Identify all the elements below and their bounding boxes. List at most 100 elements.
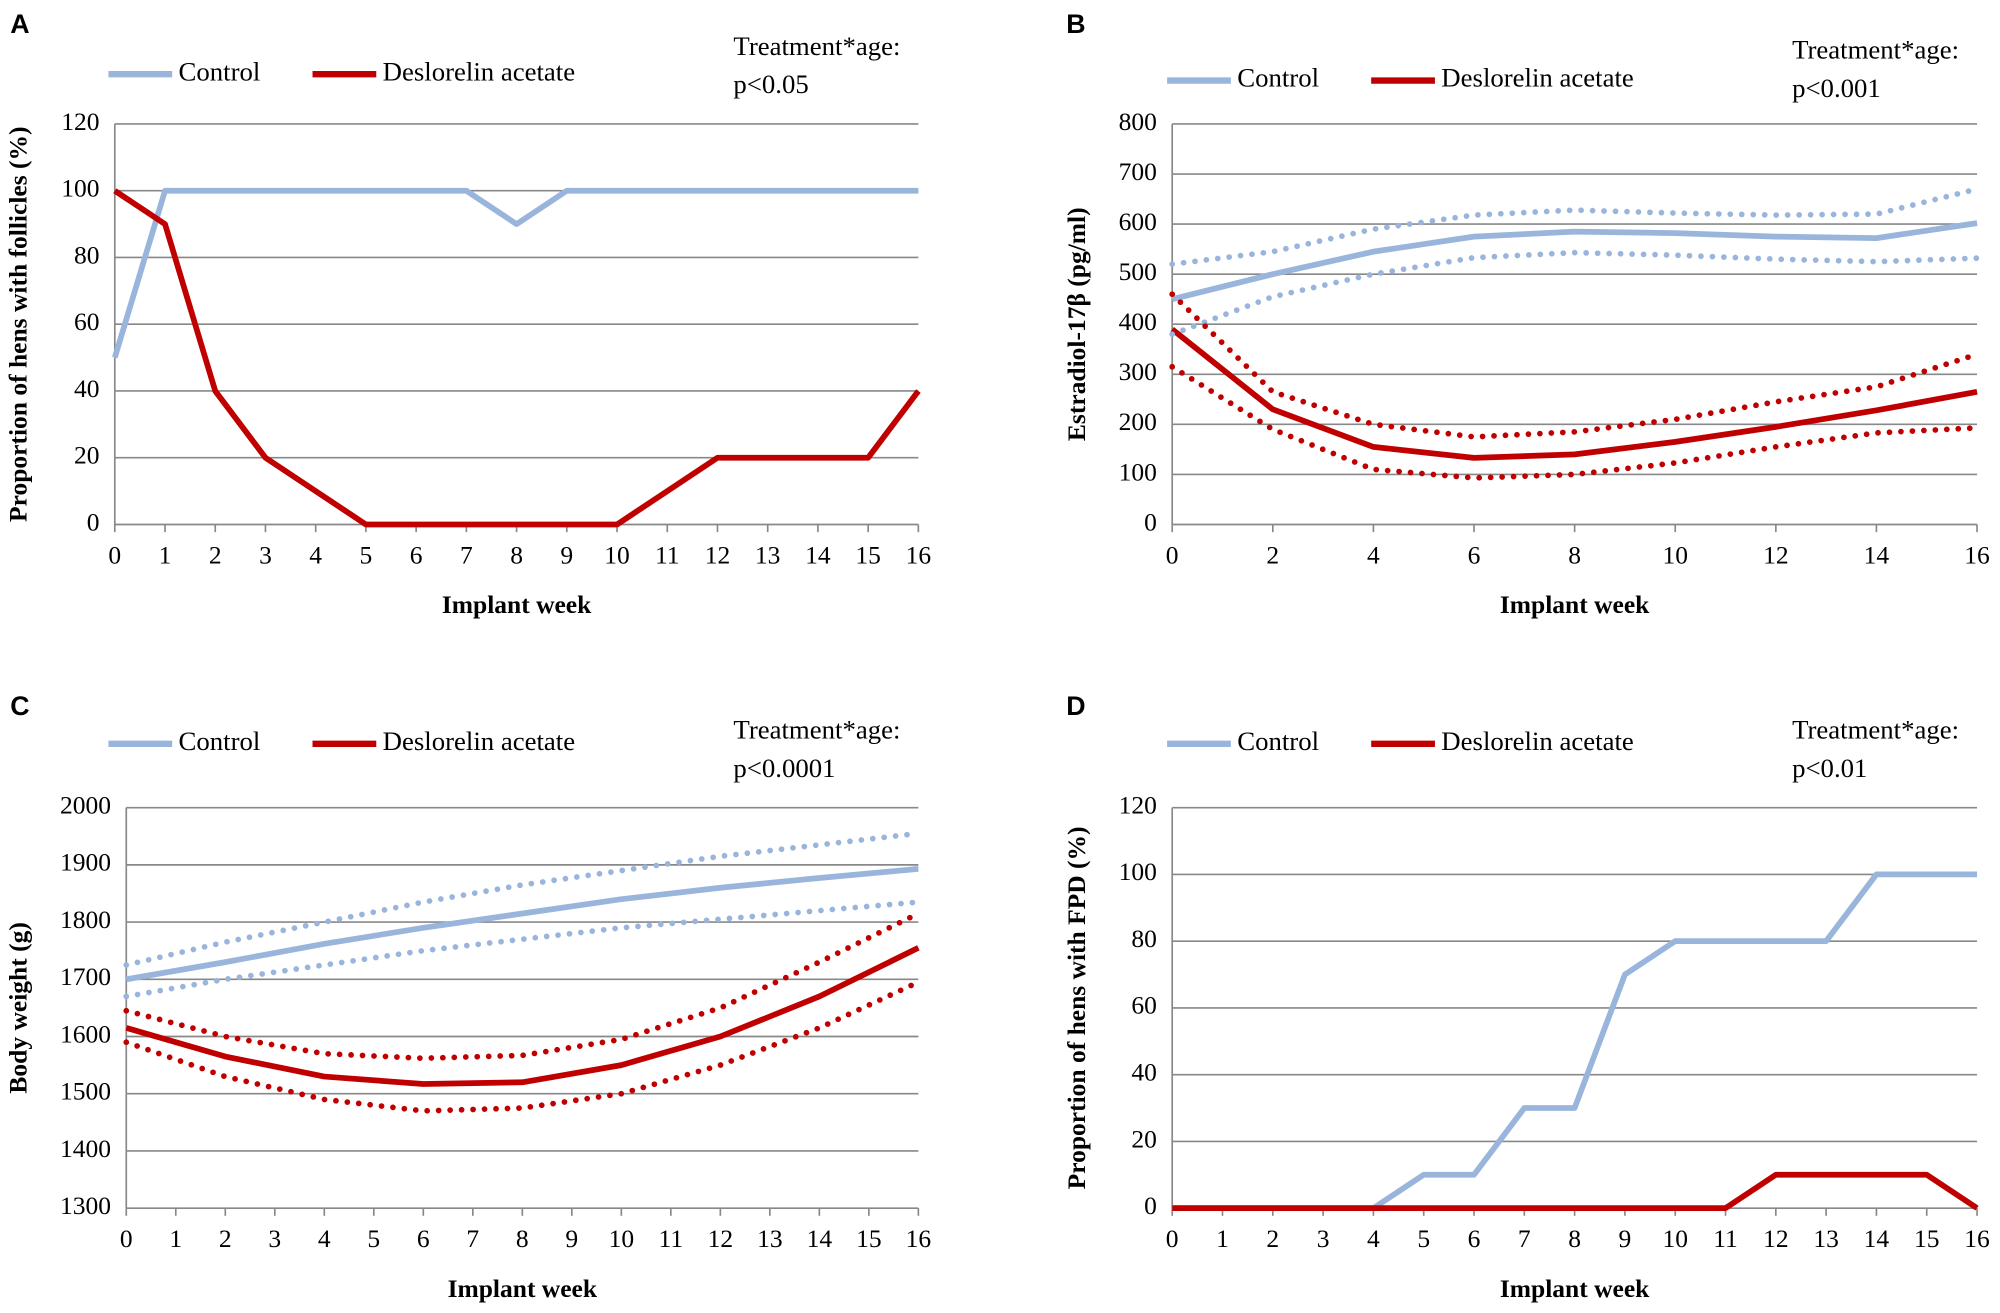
annotation: Treatment*age:: [1792, 715, 1959, 745]
y-tick-label: 120: [61, 107, 99, 136]
legend-label: Deslorelin acetate: [1441, 63, 1633, 93]
interval-line: [1169, 363, 1980, 481]
x-tick-label: 14: [1864, 541, 1890, 570]
x-tick-label: 3: [268, 1224, 281, 1253]
series-line: [112, 187, 919, 359]
x-tick-label: 5: [367, 1224, 380, 1253]
x-tick-label: 7: [460, 541, 473, 570]
panel-label: B: [1066, 9, 1085, 39]
x-tick-label: 0: [1166, 541, 1179, 570]
x-tick-label: 2: [1266, 1224, 1279, 1253]
interval-line: [123, 899, 922, 1000]
x-tick-label: 13: [1813, 1224, 1839, 1253]
y-tick-label: 20: [1131, 1124, 1157, 1153]
x-tick-label: 16: [906, 1224, 932, 1253]
x-tick-label: 8: [510, 541, 523, 570]
legend-label: Control: [1237, 726, 1319, 756]
x-tick-label: 0: [120, 1224, 133, 1253]
x-tick-label: 14: [805, 541, 831, 570]
x-tick-label: 12: [1763, 1224, 1789, 1253]
x-tick-label: 8: [516, 1224, 529, 1253]
x-tick-label: 16: [906, 541, 932, 570]
x-axis-title: Implant week: [448, 1274, 598, 1303]
x-tick-label: 6: [410, 541, 423, 570]
y-tick-label: 0: [1144, 1191, 1157, 1220]
series-line: [113, 188, 921, 528]
y-tick-label: 1500: [60, 1077, 111, 1106]
y-tick-label: 1900: [60, 848, 111, 877]
interval-line: [123, 979, 922, 1114]
y-tick-label: 100: [61, 174, 99, 203]
x-tick-label: 15: [856, 1224, 882, 1253]
x-tick-label: 1: [159, 541, 172, 570]
panel-label: C: [10, 691, 29, 721]
y-tick-label: 1600: [60, 1019, 111, 1048]
series-line: [1170, 326, 1978, 461]
legend-label: Deslorelin acetate: [383, 726, 575, 756]
legend-label: Deslorelin acetate: [383, 56, 575, 86]
x-tick-label: 7: [1518, 1224, 1531, 1253]
x-tick-label: 5: [1417, 1224, 1430, 1253]
x-tick-label: 6: [417, 1224, 430, 1253]
y-axis-title: Proportion of hens with follicles (%): [3, 126, 32, 521]
y-tick-label: 100: [1119, 457, 1157, 486]
x-tick-label: 1: [169, 1224, 182, 1253]
x-tick-label: 12: [708, 1224, 734, 1253]
x-tick-label: 12: [705, 541, 731, 570]
x-tick-label: 14: [1864, 1224, 1890, 1253]
y-tick-label: 60: [74, 307, 99, 336]
legend-label: Control: [1237, 63, 1319, 93]
y-tick-label: 500: [1119, 257, 1157, 286]
annotation: p<0.0001: [733, 753, 835, 783]
x-tick-label: 9: [565, 1224, 578, 1253]
annotation: Treatment*age:: [1792, 35, 1959, 65]
y-tick-label: 100: [1119, 857, 1157, 886]
x-tick-label: 16: [1964, 1224, 1990, 1253]
x-tick-label: 3: [259, 541, 272, 570]
y-tick-label: 0: [87, 507, 100, 536]
annotation: Treatment*age:: [733, 715, 900, 745]
x-tick-label: 10: [1662, 541, 1687, 570]
x-axis-title: Implant week: [442, 590, 592, 619]
x-tick-label: 12: [1763, 541, 1789, 570]
x-tick-label: 13: [757, 1224, 783, 1253]
x-tick-label: 4: [309, 541, 322, 570]
y-tick-label: 80: [1131, 924, 1157, 953]
x-tick-label: 6: [1468, 1224, 1481, 1253]
y-tick-label: 700: [1119, 157, 1157, 186]
y-tick-label: 40: [74, 374, 99, 403]
x-tick-label: 6: [1468, 541, 1481, 570]
y-tick-label: 0: [1144, 507, 1157, 536]
x-tick-label: 15: [1914, 1224, 1939, 1253]
y-tick-label: 1800: [60, 905, 111, 934]
annotation: Treatment*age:: [733, 31, 900, 61]
x-axis-title: Implant week: [1500, 590, 1650, 619]
y-tick-label: 800: [1119, 107, 1157, 136]
x-tick-label: 3: [1317, 1224, 1330, 1253]
y-axis-title: Body weight (g): [3, 922, 32, 1093]
legend-label: Control: [179, 726, 261, 756]
x-tick-label: 9: [1619, 1224, 1632, 1253]
x-tick-label: 13: [755, 541, 781, 570]
y-tick-label: 1400: [60, 1134, 111, 1163]
y-tick-label: 1700: [60, 962, 111, 991]
x-tick-label: 9: [560, 541, 573, 570]
y-tick-label: 2000: [60, 791, 111, 820]
x-tick-label: 14: [807, 1224, 833, 1253]
series-line: [1172, 871, 1978, 1212]
x-tick-label: 10: [604, 541, 630, 570]
interval-line: [1169, 186, 1980, 268]
x-tick-label: 11: [1713, 1224, 1738, 1253]
x-tick-label: 5: [360, 541, 373, 570]
x-tick-label: 11: [659, 1224, 684, 1253]
x-tick-label: 10: [1662, 1224, 1687, 1253]
legend-label: Deslorelin acetate: [1441, 726, 1633, 756]
x-tick-label: 1: [1216, 1224, 1229, 1253]
x-tick-label: 0: [108, 541, 121, 570]
y-tick-label: 1300: [60, 1191, 111, 1220]
x-tick-label: 8: [1568, 1224, 1581, 1253]
series-line: [125, 866, 919, 983]
x-tick-label: 11: [655, 541, 680, 570]
interval-line: [1169, 291, 1980, 440]
